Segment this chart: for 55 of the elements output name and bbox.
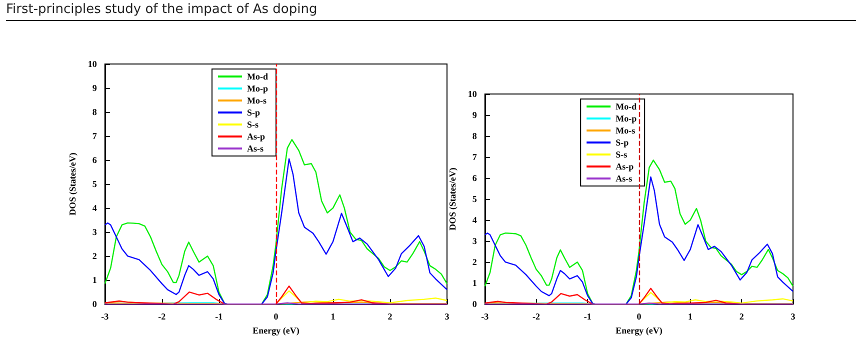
legend-label: Mo-p — [247, 84, 268, 94]
y-tick-label: 4 — [472, 215, 478, 226]
legend-label: As-s — [247, 144, 264, 154]
y-tick-label: 10 — [88, 59, 98, 69]
x-tick-label: 0 — [274, 312, 279, 322]
x-tick-label: -1 — [584, 312, 592, 322]
x-tick-label: -2 — [158, 312, 166, 322]
y-axis-title: DOS (States/eV) — [68, 152, 78, 216]
y-tick-label: 1 — [92, 275, 98, 286]
x-tick-label: 0 — [636, 312, 642, 322]
legend-label: S-p — [247, 108, 260, 118]
legend-label: S-s — [247, 120, 259, 130]
y-tick-label: 10 — [468, 89, 478, 99]
x-axis-title: Energy (eV) — [252, 326, 300, 336]
y-tick-label: 3 — [472, 236, 478, 246]
y-tick-label: 6 — [92, 155, 98, 166]
x-tick-label: 2 — [739, 312, 744, 322]
x-axis-title: Energy (eV) — [616, 326, 662, 336]
x-tick-label: -3 — [101, 312, 110, 322]
y-tick-label: 2 — [472, 257, 478, 268]
legend-label: Mo-d — [616, 102, 637, 112]
x-tick-label: -2 — [532, 312, 540, 322]
x-tick-label: -3 — [481, 312, 490, 322]
x-tick-label: 3 — [790, 312, 796, 322]
y-tick-label: 3 — [92, 227, 98, 238]
legend-label: Mo-d — [247, 72, 268, 82]
legend-label: S-s — [616, 150, 628, 160]
y-axis-title: DOS (States/eV) — [448, 168, 458, 230]
y-tick-label: 5 — [92, 179, 98, 190]
y-tick-label: 1 — [472, 278, 478, 288]
legend-label: As-p — [247, 132, 266, 142]
x-tick-label: 2 — [388, 312, 393, 322]
y-tick-label: 2 — [92, 251, 98, 262]
x-tick-label: 1 — [330, 312, 336, 322]
x-tick-label: 3 — [444, 312, 450, 322]
x-tick-label: 1 — [688, 312, 694, 322]
y-tick-label: 0 — [472, 299, 478, 310]
y-tick-label: 6 — [472, 173, 478, 184]
y-tick-label: 0 — [92, 299, 98, 310]
y-tick-label: 8 — [472, 131, 478, 142]
chart-title: First-principles study of the impact of As doping — [6, 2, 856, 21]
legend-label: Mo-p — [616, 114, 637, 124]
y-tick-label: 9 — [472, 110, 478, 120]
y-tick-label: 4 — [92, 203, 98, 214]
legend-label: Mo-s — [616, 126, 636, 136]
legend-label: Mo-s — [247, 96, 267, 106]
y-tick-label: 9 — [92, 83, 98, 94]
legend-label: As-p — [616, 162, 634, 172]
y-tick-label: 8 — [92, 107, 98, 118]
legend-label: S-p — [616, 138, 629, 148]
y-tick-label: 7 — [92, 131, 98, 142]
legend-label: As-s — [616, 174, 633, 184]
x-tick-label: -1 — [215, 312, 224, 322]
y-tick-label: 7 — [472, 152, 478, 162]
y-tick-label: 5 — [472, 194, 478, 204]
